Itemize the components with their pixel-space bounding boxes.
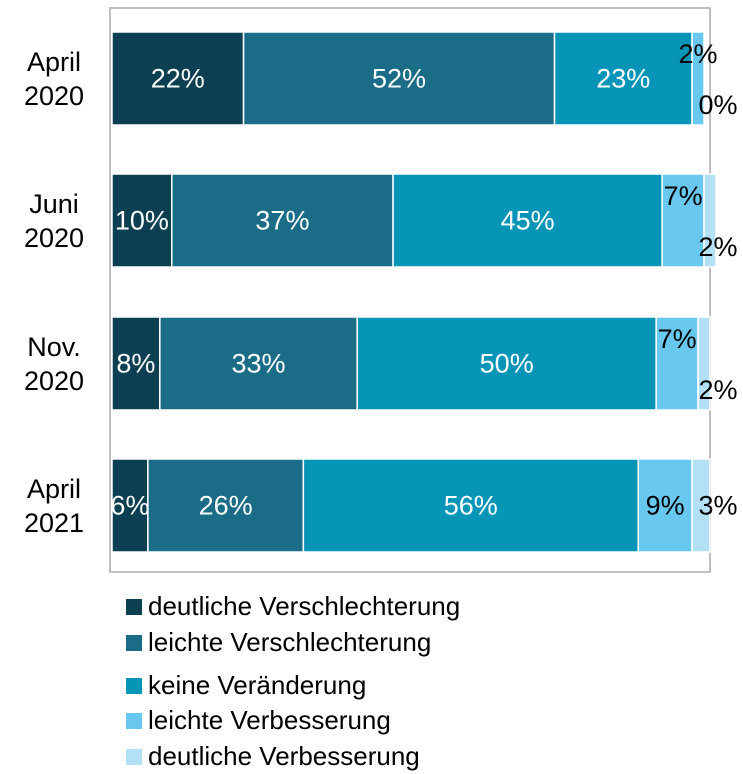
- legend-label: deutliche Verbesserung: [148, 741, 420, 771]
- value-label: 10%: [115, 206, 169, 236]
- bar-segment: [697, 316, 711, 411]
- value-label: 52%: [372, 64, 426, 94]
- category-label: April 2020: [23, 46, 85, 111]
- bar-segment: [147, 458, 305, 553]
- value-label: 45%: [501, 206, 555, 236]
- value-label: 56%: [444, 491, 498, 521]
- legend-label: leichte Verschlechterung: [148, 627, 431, 657]
- bar-segment: [392, 173, 663, 268]
- value-label: 50%: [480, 349, 534, 379]
- category-label: April 2021: [23, 473, 85, 538]
- bar-segment: [242, 31, 556, 126]
- legend-label: leichte Verbesserung: [148, 705, 391, 735]
- bar-segment: [691, 458, 711, 553]
- value-label: 37%: [255, 206, 309, 236]
- bar-segment: [302, 458, 639, 553]
- bar-segment: [703, 173, 717, 268]
- category-label: Juni 2020: [23, 188, 85, 253]
- bar-segment: [637, 458, 693, 553]
- value-label: 2%: [679, 39, 718, 69]
- bar-segment: [356, 316, 657, 411]
- bar-segment: [159, 316, 358, 411]
- legend-swatch: [126, 635, 142, 651]
- legend-swatch: [126, 713, 142, 729]
- value-label: 2%: [698, 232, 737, 262]
- value-label: 7%: [658, 324, 697, 354]
- bar-segment: [171, 173, 394, 268]
- bar-segment: [691, 31, 705, 126]
- legend-label: deutliche Verschlechterung: [148, 591, 460, 621]
- bar-segment: [655, 316, 699, 411]
- legend-swatch: [126, 599, 142, 615]
- plot-frame: [109, 7, 711, 573]
- value-label: 8%: [116, 349, 155, 379]
- value-label: 7%: [664, 181, 703, 211]
- value-label: 6%: [110, 491, 149, 521]
- legend-swatch: [126, 749, 142, 765]
- bar-segment: [111, 173, 173, 268]
- value-label: 33%: [231, 349, 285, 379]
- value-label: 23%: [596, 64, 650, 94]
- value-label: 3%: [698, 491, 737, 521]
- value-label: 9%: [646, 491, 685, 521]
- value-label: 26%: [199, 491, 253, 521]
- category-label: Nov. 2020: [23, 331, 85, 396]
- bar-segment: [111, 316, 161, 411]
- value-label: 22%: [151, 64, 205, 94]
- value-label: 2%: [698, 375, 737, 405]
- legend-swatch: [126, 678, 142, 694]
- bar-segment: [111, 31, 245, 126]
- legend-label: keine Veränderung: [148, 670, 366, 700]
- value-label: 0%: [698, 90, 737, 120]
